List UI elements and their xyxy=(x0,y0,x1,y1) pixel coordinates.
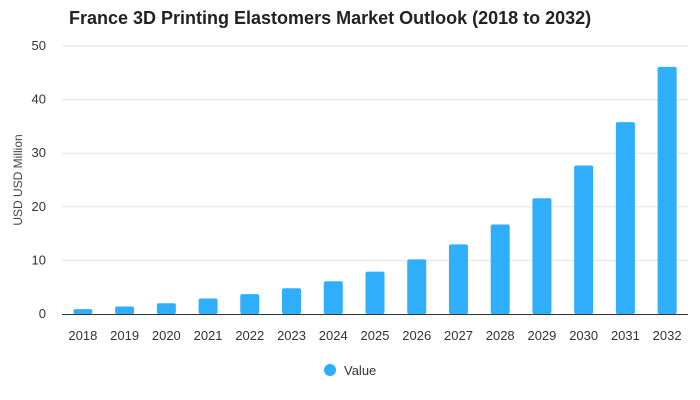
x-tick-label: 2025 xyxy=(361,328,390,343)
x-tick-label: 2030 xyxy=(569,328,598,343)
bar-2020[interactable] xyxy=(156,303,176,314)
legend-label: Value xyxy=(344,363,376,378)
bar-2031[interactable] xyxy=(615,122,635,314)
x-tick-label: 2021 xyxy=(194,328,223,343)
x-tick-label: 2026 xyxy=(402,328,431,343)
chart-title: France 3D Printing Elastomers Market Out… xyxy=(69,8,592,28)
x-tick-label: 2027 xyxy=(444,328,473,343)
bar-2022[interactable] xyxy=(240,294,260,314)
bars xyxy=(73,66,677,315)
bar-2030[interactable] xyxy=(574,165,594,314)
y-tick-label: 20 xyxy=(32,199,46,214)
gridlines xyxy=(62,45,688,261)
x-tick-label: 2022 xyxy=(235,328,264,343)
bar-2027[interactable] xyxy=(448,244,468,314)
bar-2021[interactable] xyxy=(198,298,218,314)
x-tick-label: 2020 xyxy=(152,328,181,343)
x-tick-label: 2023 xyxy=(277,328,306,343)
x-tick-label: 2032 xyxy=(653,328,682,343)
y-axis-title: USD USD Million xyxy=(11,134,25,225)
x-tick-label: 2019 xyxy=(110,328,139,343)
x-tick-label: 2028 xyxy=(486,328,515,343)
bar-2024[interactable] xyxy=(323,281,343,314)
bar-2019[interactable] xyxy=(115,306,135,314)
legend-marker xyxy=(324,364,336,376)
y-tick-label: 10 xyxy=(32,252,46,267)
bar-2025[interactable] xyxy=(365,271,385,314)
x-tick-label: 2018 xyxy=(68,328,97,343)
x-tick-label: 2029 xyxy=(527,328,556,343)
y-tick-label: 0 xyxy=(39,306,46,321)
y-tick-label: 40 xyxy=(32,92,46,107)
bar-2018[interactable] xyxy=(73,309,93,314)
x-tick-label: 2031 xyxy=(611,328,640,343)
bar-2032[interactable] xyxy=(657,66,677,315)
bar-2026[interactable] xyxy=(407,259,427,314)
bar-2023[interactable] xyxy=(282,288,302,314)
y-tick-label: 30 xyxy=(32,145,46,160)
legend: Value xyxy=(324,363,376,378)
y-tick-label: 50 xyxy=(32,38,46,53)
bar-2028[interactable] xyxy=(490,224,510,314)
x-tick-label: 2024 xyxy=(319,328,348,343)
bar-2029[interactable] xyxy=(532,198,552,314)
